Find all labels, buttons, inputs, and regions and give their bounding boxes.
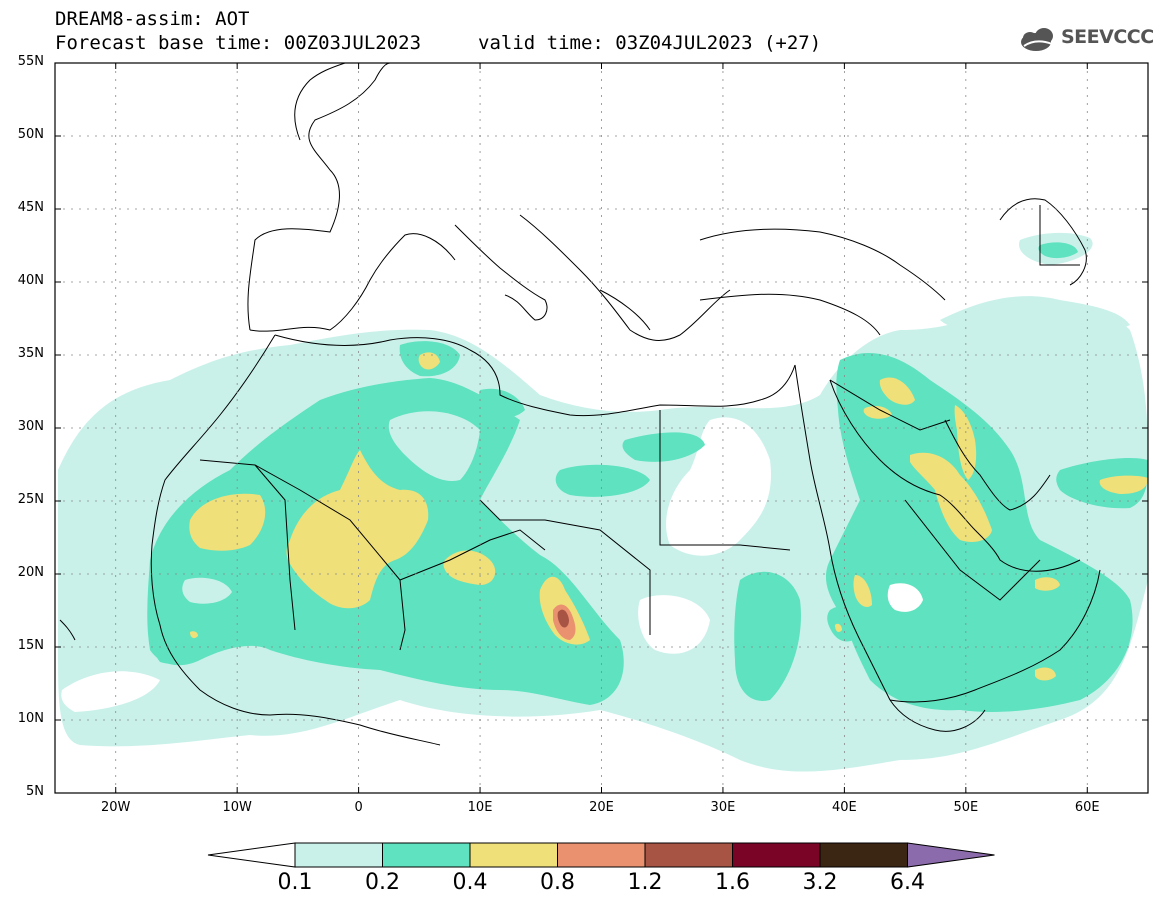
lat-label: 40N (17, 273, 44, 288)
colorbar-level-label: 1.6 (715, 870, 750, 895)
colorbar-level-label: 0.2 (365, 870, 400, 895)
colorbar-level-label: 0.1 (277, 870, 313, 895)
colorbar-segment (557, 842, 646, 868)
axis-ticks (55, 62, 1148, 794)
coastlines (59, 63, 1101, 746)
cloud-icon (1021, 28, 1053, 51)
colorbar-segment (819, 842, 908, 868)
lat-label: 45N (17, 200, 44, 215)
aot-below-0.2 (182, 411, 923, 612)
aot-field (58, 232, 1148, 772)
lon-label: 40E (831, 800, 857, 815)
title-line-2: Forecast base time: 00Z03JUL2023 (55, 32, 422, 54)
title-line-1: DREAM8-assim: AOT (55, 8, 250, 30)
lon-label: 10E (467, 800, 493, 815)
colorbar-level-label: 1.2 (627, 870, 663, 895)
colorbar-segment (644, 842, 733, 868)
lat-label: 55N (17, 54, 44, 69)
colorbar-segment (382, 842, 471, 868)
colorbar-level-label: 0.4 (452, 870, 488, 895)
logo-text: SEEVCCC (1061, 26, 1154, 48)
lat-label: 25N (17, 492, 44, 507)
lat-label: 10N (17, 711, 44, 726)
lat-label: 50N (17, 127, 44, 142)
colorbar-level-label: 3.2 (802, 870, 838, 895)
colorbar-segment (294, 842, 383, 868)
lon-label: 50E (953, 800, 979, 815)
colorbar-segment (469, 842, 558, 868)
colorbar-over-arrow (907, 842, 995, 868)
lat-label: 15N (17, 638, 44, 653)
colorbar-level-label: 6.4 (890, 870, 925, 895)
lon-label: 10W (222, 800, 252, 815)
lat-label: 5N (26, 784, 44, 799)
gridlines (55, 63, 1148, 793)
colorbar-level-label: 0.8 (540, 870, 575, 895)
lon-label: 60E (1074, 800, 1100, 815)
lon-label: 0 (354, 800, 363, 815)
logo (1021, 28, 1053, 51)
colorbar-segment (732, 842, 821, 868)
colorbar-under-arrow (207, 842, 296, 868)
lon-label: 30E (710, 800, 736, 815)
lon-label: 20W (101, 800, 131, 815)
valid-time: valid time: 03Z04JUL2023 (+27) (478, 32, 822, 54)
lat-label: 20N (17, 565, 44, 580)
lon-label: 20E (589, 800, 614, 815)
lat-label: 35N (17, 346, 44, 361)
aot-level-1.2 (557, 609, 569, 628)
lat-label: 30N (17, 419, 44, 434)
